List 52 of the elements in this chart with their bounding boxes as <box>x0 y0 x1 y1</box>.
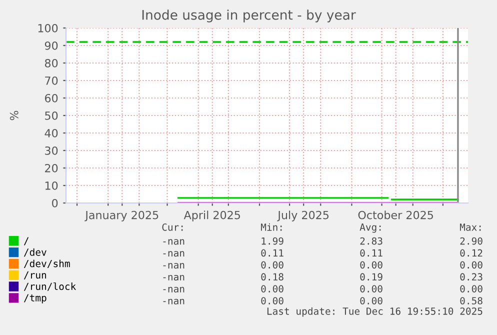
chart-title: Inode usage in percent - by year <box>142 10 356 22</box>
text: 0.00 <box>261 285 284 292</box>
x-tick-label: January 2025 <box>84 210 158 222</box>
text: 0.11 <box>360 249 382 257</box>
text: Max: <box>460 224 481 231</box>
y-tick-label: 40 <box>44 128 58 138</box>
text: 2.90 <box>460 237 482 245</box>
text: Min: <box>260 223 282 231</box>
text: 0.18 <box>261 273 284 281</box>
x-tick-label: July 2025 <box>277 210 329 222</box>
y-tick-label: 100 <box>38 24 58 32</box>
text: 0.00 <box>360 261 382 269</box>
text: 0.11 <box>261 249 284 257</box>
legend-label: /run <box>24 271 46 280</box>
text: 0.00 <box>261 297 284 304</box>
text: Avg: <box>360 224 381 233</box>
text: -nan <box>163 251 184 257</box>
text: 0.00 <box>460 285 482 292</box>
text: -nan <box>163 298 184 304</box>
y-tick-label: 0 <box>52 198 58 208</box>
text: 2.83 <box>360 237 382 245</box>
text: Cur: <box>162 223 183 231</box>
text: 0.00 <box>261 261 284 269</box>
y-axis-title: % <box>10 110 18 120</box>
text: 0.00 <box>360 297 382 304</box>
text: 0.12 <box>460 249 482 257</box>
text: -nan <box>163 286 184 292</box>
text: -nan <box>163 274 184 281</box>
text: -nan <box>163 239 184 245</box>
legend-label: /run/lock <box>24 282 76 291</box>
legend-label: /tmp <box>24 294 46 304</box>
y-tick-label: 70 <box>45 76 58 85</box>
y-tick-label: 60 <box>45 94 58 102</box>
text: Last update: Tue Dec 16 19:55:10 2025 <box>267 307 482 317</box>
y-tick-label: 30 <box>45 146 58 155</box>
y-tick-label: 90 <box>44 41 58 50</box>
x-tick-label: April 2025 <box>184 210 240 222</box>
y-tick-label: 50 <box>45 111 58 120</box>
text: 1.99 <box>262 237 284 245</box>
y-tick-label: 80 <box>44 58 58 68</box>
text: 0.58 <box>460 297 482 304</box>
text: -nan <box>163 263 184 269</box>
text: 0.00 <box>460 261 482 269</box>
y-tick-label: 10 <box>45 181 58 190</box>
legend-label: / <box>24 237 29 246</box>
text: 0.19 <box>360 273 382 281</box>
legend-label: /dev/shm <box>24 260 70 268</box>
text: 0.00 <box>360 285 382 292</box>
legend-label: /dev <box>24 248 46 257</box>
text: 0.23 <box>460 273 482 281</box>
x-tick-label: October 2025 <box>358 210 433 220</box>
y-tick-label: 20 <box>45 164 58 172</box>
